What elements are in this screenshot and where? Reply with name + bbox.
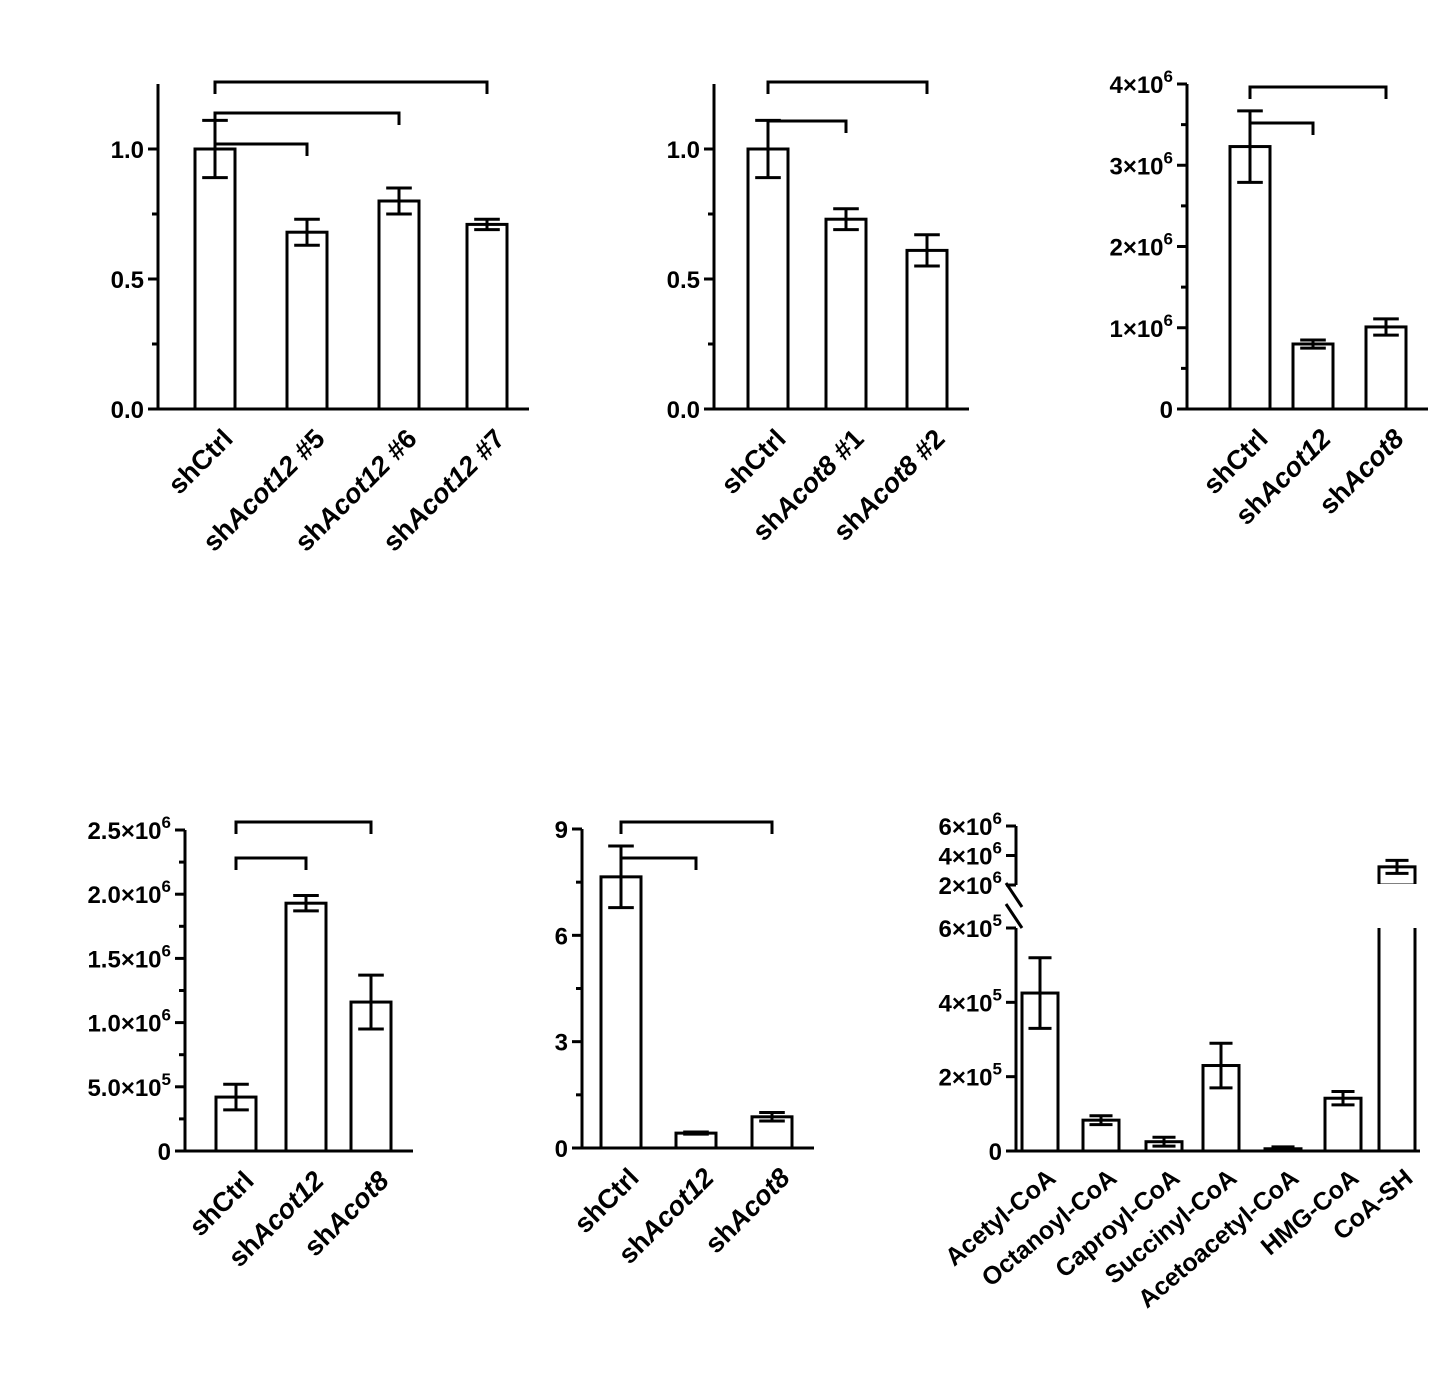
category-label: shCtrl (162, 424, 238, 500)
y-tick-label: 1.0×106 (87, 1006, 171, 1038)
category-label: shCtrl (715, 424, 791, 500)
significance-bracket (619, 856, 698, 870)
y-tick-label: 0.5 (111, 267, 144, 294)
y-tick-label: 1.5×106 (87, 941, 171, 973)
error-bar-f-6 (1385, 858, 1409, 875)
y-tick-label: 3×106 (1109, 148, 1173, 180)
y-tick-label: 0 (158, 1139, 171, 1166)
y-tick-label: 0 (989, 1139, 1002, 1166)
bar-e-0 (599, 875, 643, 1150)
error-bar-f-1 (1089, 1114, 1113, 1127)
error-bar-f-2 (1152, 1135, 1176, 1148)
y-tick-label: 2.0×106 (87, 877, 171, 909)
error-bar-e-1 (683, 1130, 709, 1136)
y-tick-label: 1×106 (1109, 311, 1173, 343)
bar-c-1 (1291, 342, 1335, 411)
significance-bracket (234, 856, 308, 870)
bar-b-1 (824, 217, 868, 411)
error-bar-d-0 (223, 1082, 249, 1112)
significance-bracket (766, 80, 929, 94)
bar-f-6-lower (1377, 928, 1417, 1151)
y-tick-label: 1.0 (111, 137, 144, 164)
significance-bracket (1248, 85, 1388, 99)
category-label: shAcot8 (699, 1163, 796, 1260)
significance-bracket (1248, 121, 1315, 135)
error-bar-d-1 (293, 893, 319, 913)
bar-b-0 (746, 147, 790, 411)
error-bar-a-1 (294, 217, 320, 247)
bar-a-3 (465, 222, 509, 411)
error-bar-f-5 (1331, 1090, 1355, 1107)
y-tick-label: 6×105 (938, 911, 1002, 943)
y-tick-label: 6×106 (938, 809, 1002, 841)
error-bar-a-2 (386, 186, 412, 216)
bar-c-2 (1364, 325, 1408, 411)
axis-break-mark (1004, 882, 1024, 929)
significance-bracket (234, 820, 373, 834)
error-bar-f-0 (1028, 956, 1052, 1030)
error-bar-b-2 (914, 233, 940, 268)
y-tick-label: 2×106 (938, 868, 1002, 900)
bar-c-0 (1228, 145, 1272, 411)
y-tick-label: 4×106 (1109, 67, 1173, 99)
error-bar-c-2 (1373, 317, 1399, 337)
error-bar-c-1 (1300, 338, 1326, 350)
significance-bracket (766, 119, 848, 133)
bar-a-2 (377, 199, 421, 411)
y-tick-label: 1.0 (667, 137, 700, 164)
error-bar-b-1 (833, 207, 859, 232)
y-tick-label: 0.5 (667, 267, 700, 294)
y-tick-label: 6 (555, 923, 568, 950)
error-bar-f-3 (1209, 1041, 1233, 1090)
y-tick-label: 3 (555, 1030, 568, 1057)
bar-a-0 (193, 147, 237, 411)
y-tick-label: 9 (555, 817, 568, 844)
y-tick-label: 0 (555, 1136, 568, 1163)
y-tick-label: 2.5×106 (87, 813, 171, 845)
bar-d-1 (284, 901, 328, 1153)
y-tick-label: 0.0 (667, 397, 700, 424)
y-tick-label: 0.0 (111, 397, 144, 424)
y-tick-label: 0 (1160, 397, 1173, 424)
significance-bracket (213, 111, 401, 125)
y-tick-label: 5.0×105 (87, 1070, 171, 1102)
error-bar-f-4 (1271, 1145, 1295, 1153)
y-tick-label: 2×105 (938, 1060, 1002, 1092)
bar-a-1 (285, 230, 329, 411)
error-bar-e-0 (608, 844, 634, 910)
significance-bracket (619, 820, 774, 834)
error-bar-e-2 (759, 1111, 785, 1123)
y-tick-label: 4×106 (938, 839, 1002, 871)
y-tick-label: 4×105 (938, 985, 1002, 1017)
significance-bracket (213, 142, 309, 156)
error-bar-a-3 (474, 217, 500, 232)
bar-b-2 (905, 248, 949, 411)
error-bar-d-2 (358, 973, 384, 1031)
significance-bracket (213, 80, 489, 94)
y-tick-label: 2×106 (1109, 230, 1173, 262)
